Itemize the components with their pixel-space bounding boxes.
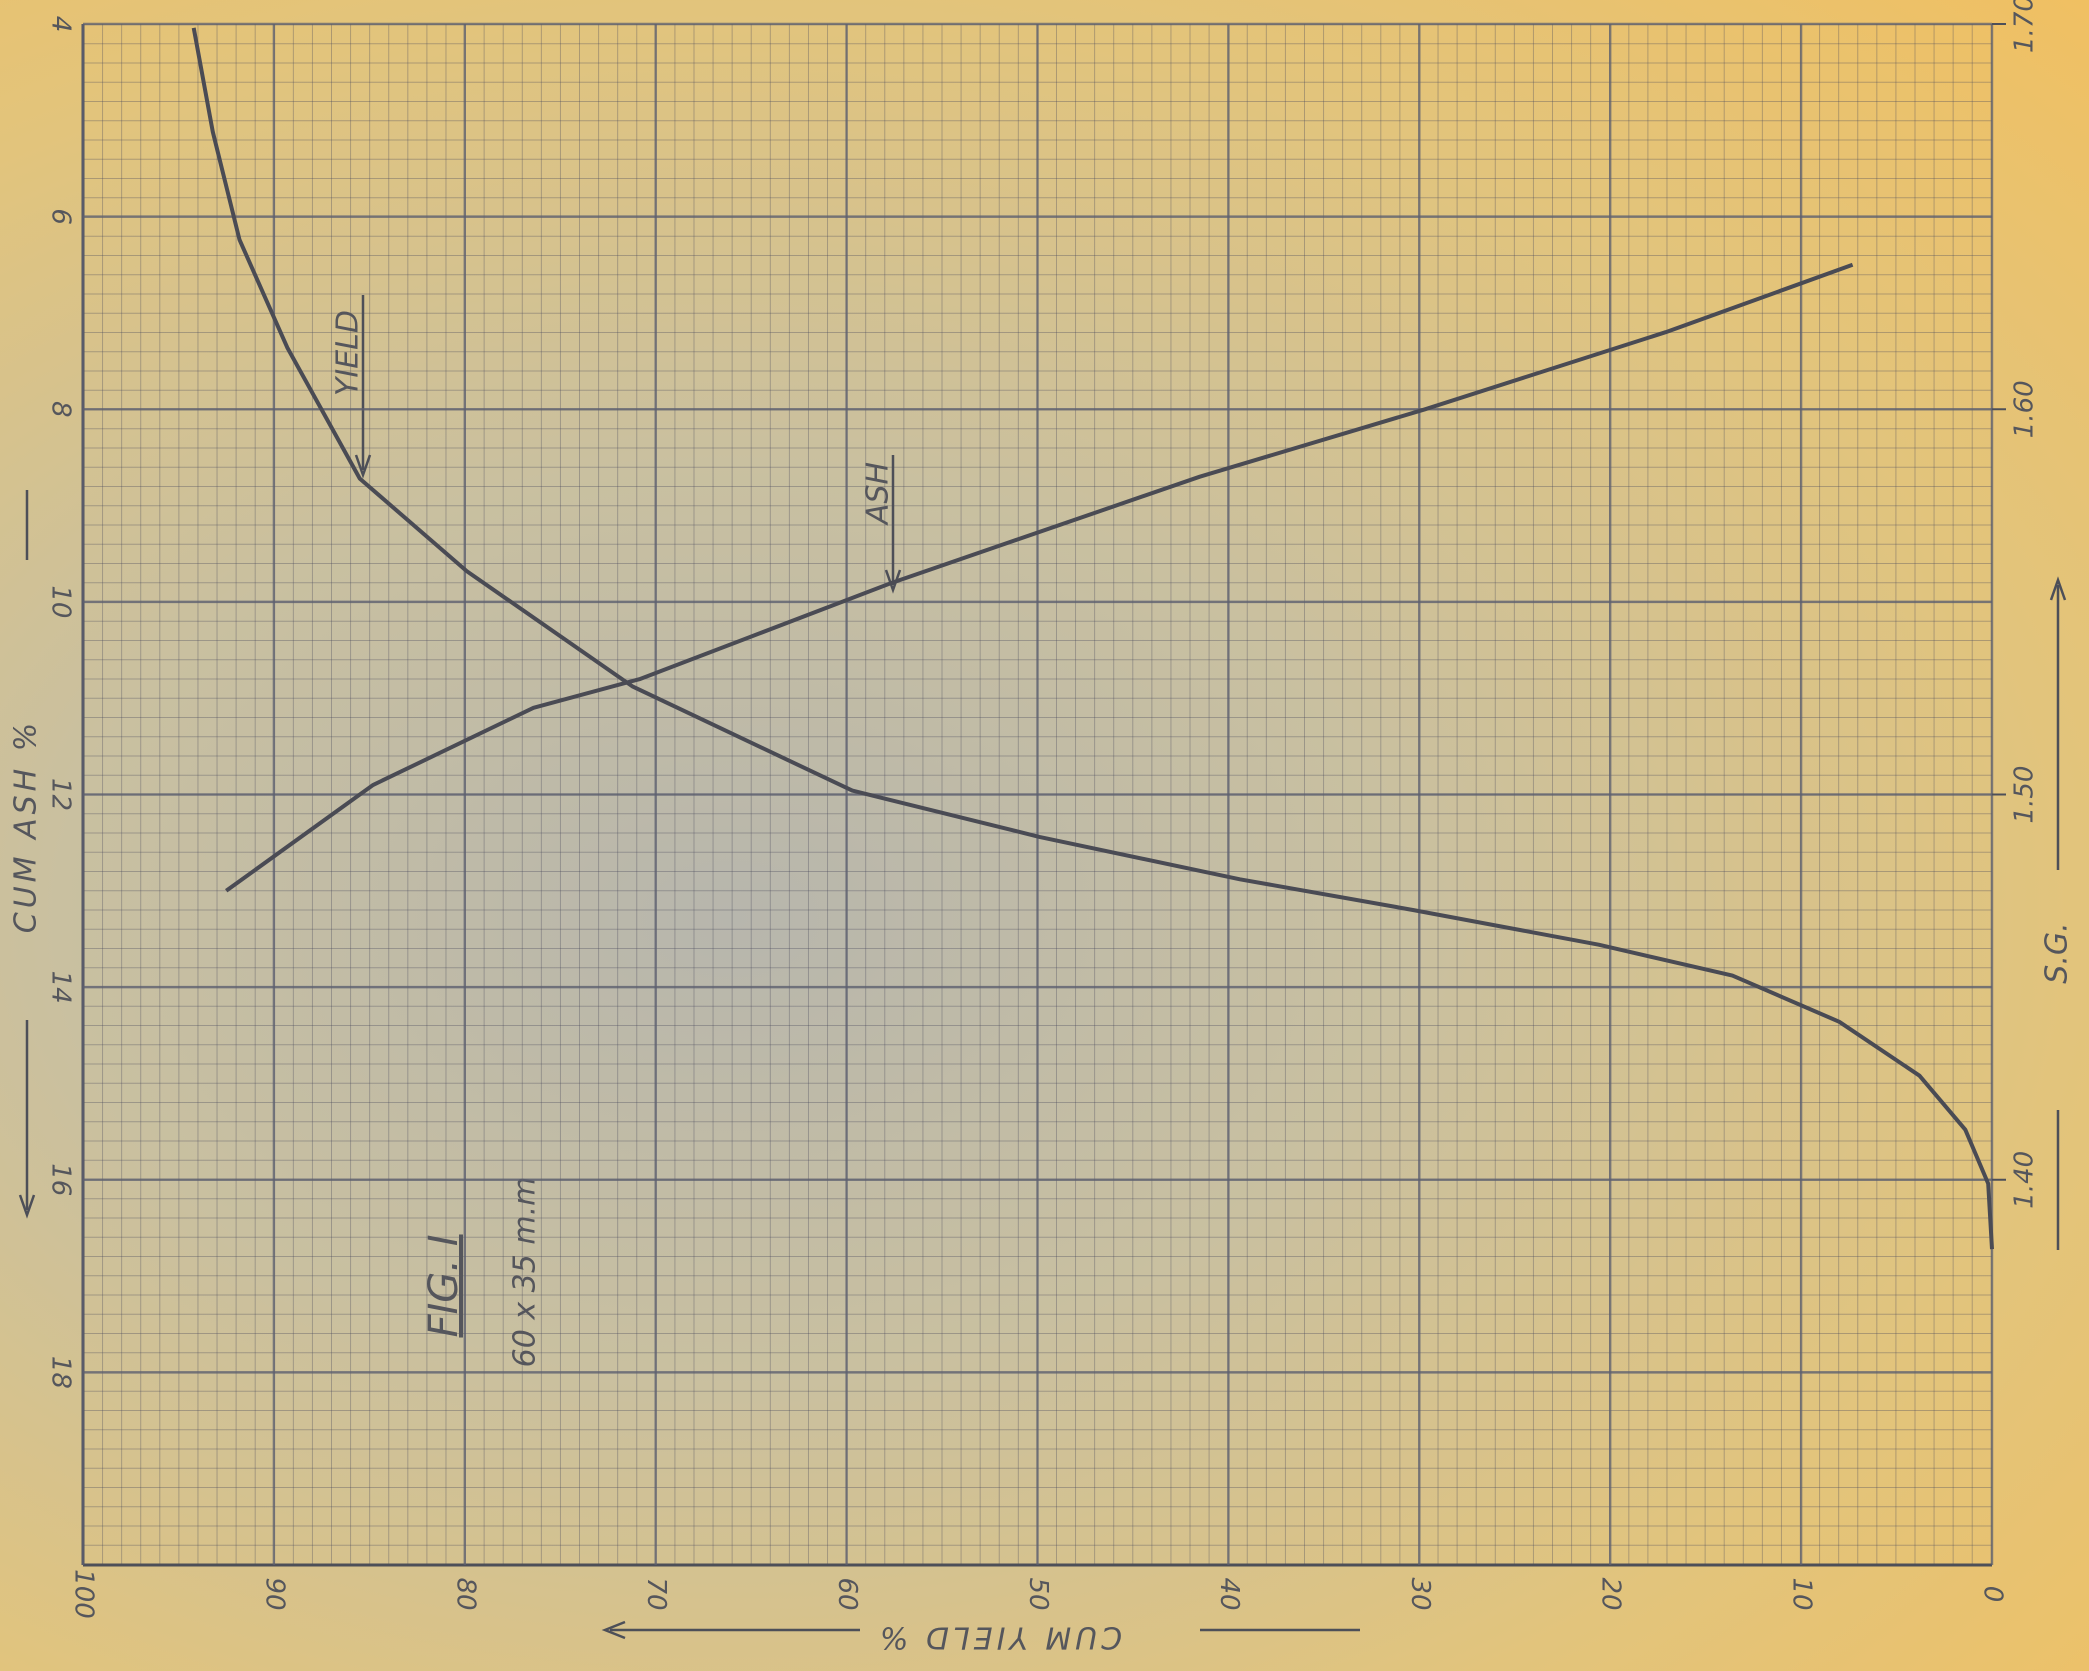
x-tick-label: 20 [1596,1577,1626,1610]
x-axis-label: CUM YIELD % [876,1620,1122,1655]
x-tick-label: 100 [69,1569,99,1619]
y-tick-label: 4 [46,16,76,33]
series-label: YIELD [331,310,366,396]
x-tick-label: 0 [1978,1586,2008,1603]
data-line [194,28,1992,1249]
x-tick-label: 40 [1214,1577,1244,1610]
x-tick-label: 30 [1405,1577,1435,1610]
x-tick-label: 90 [259,1577,289,1610]
y2-tick-label: 1.50 [2010,766,2040,824]
page: CUM ASH % CUM YIELD % S.G. FIG. I 60 x 3… [0,0,2089,1671]
y-tick-label: 10 [46,585,76,618]
x-tick-label: 60 [832,1577,862,1610]
x-tick-label: 50 [1023,1577,1053,1610]
data-line [226,265,1852,891]
y2-tick-label: 1.60 [2010,380,2040,438]
y-tick-label: 14 [46,971,76,1004]
series-label: ASH [861,462,896,526]
arrows [20,295,2065,1638]
x-tick-label: 70 [641,1577,671,1610]
figure-note: 60 x 35 m.m [508,1177,543,1368]
y-tick-label: 16 [46,1163,76,1196]
y2-tick-label: 1.40 [2010,1151,2040,1209]
y-tick-label: 18 [46,1356,76,1389]
figure-label: FIG. I [421,1234,467,1337]
y-tick-label: 6 [46,208,76,225]
y2-tick-label: 1.70 [2010,0,2040,53]
x-tick-label: 80 [450,1577,480,1610]
chart: CUM ASH % CUM YIELD % S.G. FIG. I 60 x 3… [0,0,2089,1671]
x-tick-label: 10 [1787,1577,1817,1610]
y-tick-label: 8 [46,401,76,418]
y2-axis-label: S.G. [2040,922,2075,983]
y-axis-label: CUM ASH % [9,719,44,934]
y-tick-label: 12 [46,778,76,811]
